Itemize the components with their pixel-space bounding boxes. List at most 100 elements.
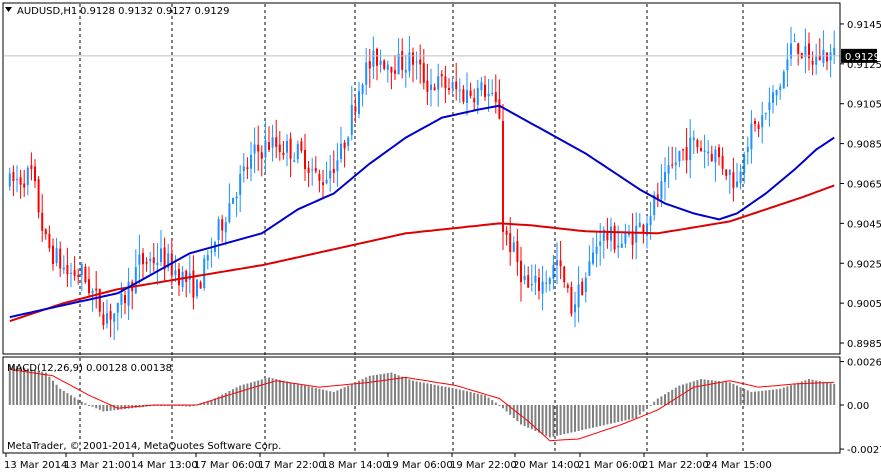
macd-bar <box>523 405 526 427</box>
macd-bar <box>120 405 123 410</box>
candle-bear <box>95 288 98 291</box>
macd-axis: 0.00268 0.00 -0.00272 <box>840 358 881 456</box>
macd-bar <box>275 379 278 405</box>
candle-bear <box>426 80 429 92</box>
candle-bull <box>487 93 490 97</box>
candle-bull <box>786 59 789 70</box>
macd-bar <box>768 390 771 405</box>
candle-bear <box>754 121 756 125</box>
candle-bear <box>484 84 486 97</box>
candle-bull <box>350 104 353 135</box>
macd-bar <box>653 401 656 405</box>
candle-bear <box>682 149 684 151</box>
macd-bar <box>95 405 98 409</box>
macd-bar <box>592 405 594 428</box>
macd-bar <box>440 386 443 405</box>
macd-bar <box>642 405 645 412</box>
macd-bar <box>271 378 274 405</box>
candle-bear <box>275 137 278 147</box>
macd-bar <box>102 405 105 412</box>
candle-bear <box>725 169 728 176</box>
price-label: 0.9005 <box>847 299 881 310</box>
macd-bar <box>455 388 458 405</box>
macd-bar <box>372 375 375 405</box>
macd-bar <box>260 379 263 405</box>
candle-bull <box>743 154 746 174</box>
candle-bear <box>394 70 396 74</box>
macd-bar <box>534 405 537 431</box>
macd-bar <box>300 384 303 405</box>
candle-bear <box>109 311 112 320</box>
candle-bull <box>530 284 533 286</box>
macd-bar <box>422 382 425 405</box>
macd-bar <box>476 393 479 405</box>
candle-bull <box>149 258 152 262</box>
candle-bull <box>361 84 364 94</box>
moving-averages <box>9 104 835 323</box>
candle-bear <box>246 167 249 170</box>
candle-bear <box>797 43 800 54</box>
candle-bull <box>181 271 184 288</box>
candle-bull <box>466 89 468 103</box>
macd-bar <box>491 400 494 405</box>
candle-bull <box>638 222 641 228</box>
candle-bear <box>570 287 573 314</box>
macd-bar <box>66 393 69 405</box>
candle-bull <box>678 150 681 162</box>
macd-bar <box>354 382 357 405</box>
macd-bar <box>30 369 33 405</box>
collapse-arrow-icon[interactable] <box>5 7 12 12</box>
macd-bar <box>570 405 573 433</box>
macd-bar <box>232 389 234 405</box>
macd-bar <box>77 399 80 405</box>
macd-bar <box>408 379 411 405</box>
macd-bar <box>48 376 51 405</box>
macd-bar <box>379 374 382 405</box>
macd-bar <box>347 385 350 405</box>
macd-bar <box>494 402 497 405</box>
candle-bull <box>815 56 818 65</box>
candle-bear <box>433 87 436 91</box>
macd-bar <box>246 383 249 405</box>
candle-bull <box>358 91 360 114</box>
macd-pane-border <box>2 356 841 454</box>
candle-bull <box>635 225 638 243</box>
candle-bull <box>628 233 630 235</box>
macd-bar <box>55 384 58 405</box>
macd-bar <box>714 380 717 405</box>
macd-bar <box>660 396 663 405</box>
macd-bar <box>595 405 598 427</box>
candle-bull <box>430 84 432 90</box>
macd-bar <box>178 405 180 407</box>
candle-bear <box>606 231 609 241</box>
macd-bar <box>509 405 512 415</box>
candle-bull <box>667 164 670 174</box>
macd-bar <box>826 382 828 405</box>
candle-bull <box>584 277 587 293</box>
candle-bull <box>365 62 368 85</box>
candle-bull <box>772 92 774 103</box>
candle-bear <box>527 275 530 288</box>
candle-bear <box>163 247 166 270</box>
macd-bar <box>257 380 260 405</box>
macd-bar <box>545 405 548 436</box>
candle-bull <box>617 245 620 248</box>
candle-bull <box>239 173 242 195</box>
macd-bar <box>782 387 785 405</box>
candle-bear <box>700 148 702 152</box>
candle-bull <box>552 265 555 279</box>
candle-bull <box>62 267 65 270</box>
candle-bull <box>624 232 627 244</box>
candle-bear <box>332 168 335 174</box>
candle-bull <box>116 303 119 313</box>
macd-bar <box>206 401 209 405</box>
candle-bear <box>343 142 346 149</box>
candle-bull <box>649 216 652 225</box>
candle-bull <box>55 248 58 263</box>
candle-bull <box>70 272 72 274</box>
time-label: 21 Mar 22:00 <box>642 460 709 471</box>
macd-bar <box>750 392 753 405</box>
